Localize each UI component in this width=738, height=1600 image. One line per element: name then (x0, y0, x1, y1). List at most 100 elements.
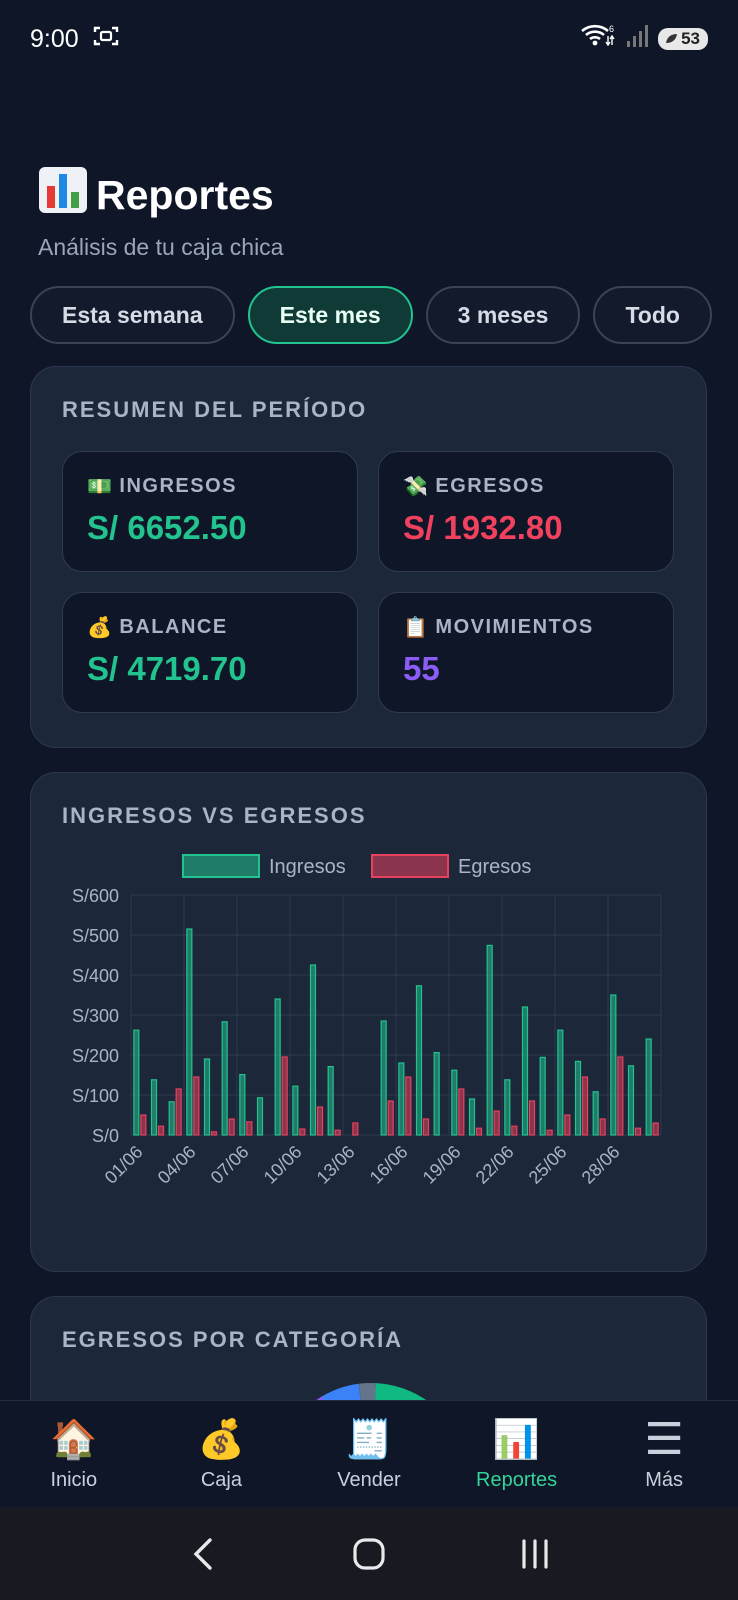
ingresos-bar (168, 1101, 175, 1136)
stat-value: S/ 4719.70 (87, 650, 247, 687)
egresos-bar (422, 1118, 430, 1136)
ingresos-bar (309, 964, 317, 1136)
ingresos-bar (433, 1052, 440, 1136)
egresos-bar (157, 1125, 165, 1136)
ingresos-bar (539, 1056, 546, 1136)
y-tick-label: S/0 (92, 1126, 119, 1146)
signal-icon (626, 24, 649, 55)
egresos-bar (193, 1076, 200, 1136)
egresos-bar (599, 1118, 606, 1136)
egresos-bar (528, 1100, 536, 1136)
egresos-bar (228, 1118, 235, 1136)
wifi-icon: 6 (580, 23, 616, 56)
money-bag-icon: 💰 (87, 617, 114, 639)
money-wings-icon: 💸 (403, 476, 430, 498)
page-header: Reportes Análisis de tu caja chica (38, 166, 283, 261)
y-tick-label: S/500 (72, 926, 119, 946)
legend-swatch (371, 854, 449, 878)
ingresos-bar (221, 1021, 228, 1136)
ingresos-bar (557, 1029, 564, 1136)
egresos-bar (405, 1076, 412, 1136)
egresos-bar (493, 1110, 500, 1136)
nav-label: Inicio (50, 1468, 98, 1491)
egresos-bar (511, 1125, 518, 1136)
recents-button[interactable] (505, 1524, 565, 1584)
egresos-bar (246, 1121, 253, 1136)
summary-stats: 💵 INGRESOS S/ 6652.50 💸 EGRESOS S/ 1932.… (62, 451, 675, 713)
filter-3-meses[interactable]: 3 meses (425, 286, 581, 344)
income-expense-chart-card: Ingresos vs Egresos Ingresos Egresos S/0 S/… (30, 772, 707, 1272)
money-bag-icon: 💰 (197, 1418, 246, 1461)
ingresos-bar (627, 1065, 635, 1136)
egresos-bar (210, 1131, 218, 1136)
x-tick-label: 01/06 (101, 1142, 147, 1188)
ingresos-bar (203, 1058, 211, 1136)
x-tick-label: 04/06 (154, 1142, 200, 1188)
ingresos-bar (292, 1085, 299, 1136)
filter-esta-semana[interactable]: Esta semana (30, 286, 235, 344)
filter-todo[interactable]: Todo (593, 286, 712, 344)
nav-label: Vender (337, 1468, 401, 1491)
ingresos-bar (380, 1020, 387, 1136)
egresos-bar (352, 1122, 359, 1136)
filter-este-mes[interactable]: Este mes (247, 286, 413, 344)
ingresos-bar (239, 1074, 246, 1136)
screenshot-icon (93, 25, 119, 54)
stat-egresos: 💸 EGRESOS S/ 1932.80 (378, 451, 674, 572)
egresos-bar (652, 1122, 659, 1136)
ingresos-bar (256, 1097, 264, 1136)
bar-chart-icon: 📊 (492, 1418, 541, 1461)
egresos-bar (299, 1128, 306, 1136)
recents-icon (522, 1538, 548, 1569)
ingresos-bar (133, 1029, 140, 1136)
legend-label: Ingresos (269, 856, 346, 878)
cash-icon: 💵 (87, 476, 114, 498)
page-title-text: Reportes (96, 171, 274, 218)
egresos-bar (617, 1056, 624, 1136)
egresos-bar (140, 1114, 147, 1136)
ingresos-bar (645, 1038, 652, 1136)
egresos-bar (546, 1129, 553, 1136)
nav-label: Más (645, 1468, 684, 1491)
ingresos-bar (486, 944, 493, 1136)
nav-caja[interactable]: 💰 Caja (148, 1401, 296, 1507)
nav-reportes[interactable]: 📊 Reportes (443, 1401, 591, 1507)
battery-icon: 53 (658, 28, 708, 50)
stat-label: EGRESOS (435, 475, 545, 497)
nav-inicio[interactable]: 🏠 Inicio (0, 1401, 148, 1507)
home-button[interactable] (339, 1524, 399, 1584)
egresos-bar (458, 1088, 465, 1136)
nav-mas[interactable]: ☰ Más (590, 1401, 738, 1507)
x-tick-label: 19/06 (419, 1142, 465, 1188)
legend-swatch (182, 854, 260, 878)
stat-balance: 💰 BALANCE S/ 4719.70 (62, 592, 358, 713)
y-tick-label: S/200 (72, 1046, 119, 1066)
ingresos-bar (521, 1006, 529, 1136)
x-tick-label: 07/06 (207, 1142, 253, 1188)
bottom-nav: 🏠 Inicio 💰 Caja 🧾 Vender 📊 Reportes ☰ Má… (0, 1400, 738, 1507)
stat-value: S/ 6652.50 (87, 509, 247, 546)
system-nav-bar (0, 1507, 738, 1600)
x-tick-label: 22/06 (472, 1142, 518, 1188)
chart-title: Ingresos vs Egresos (62, 803, 367, 828)
egresos-bar (334, 1129, 341, 1136)
nav-label: Reportes (476, 1468, 558, 1491)
egresos-bar (387, 1100, 394, 1136)
egresos-bar (475, 1127, 483, 1136)
stat-movimientos: 📋 MOVIMIENTOS 55 (378, 592, 674, 713)
svg-text:6: 6 (609, 24, 614, 34)
legend-label: Egresos (458, 856, 531, 878)
bar-chart-icon (38, 166, 88, 224)
ingresos-bar (592, 1091, 599, 1136)
egresos-bar (581, 1076, 589, 1136)
menu-icon: ☰ (644, 1414, 684, 1464)
nav-vender[interactable]: 🧾 Vender (295, 1401, 443, 1507)
ingresos-bar (451, 1069, 458, 1136)
home-circle-icon (353, 1537, 385, 1570)
back-button[interactable] (173, 1524, 233, 1584)
stat-label: INGRESOS (119, 475, 237, 497)
y-tick-label: S/300 (72, 1006, 119, 1026)
ingresos-bar (415, 985, 423, 1136)
summary-title: Resumen del período (62, 397, 368, 422)
y-tick-label: S/400 (72, 966, 119, 986)
